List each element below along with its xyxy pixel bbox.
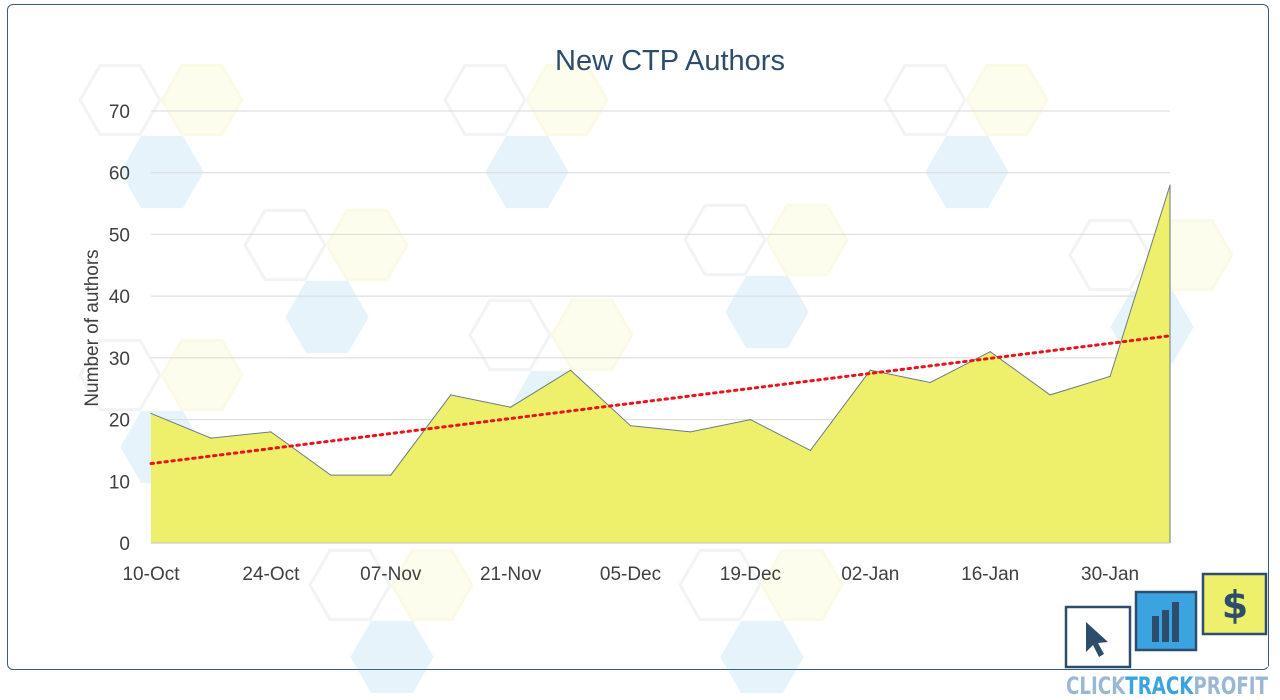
data-point [1049, 394, 1051, 396]
y-tick-label: 10 [109, 472, 130, 493]
brand-logo: $ CLICKTRACKPROFIT [1058, 572, 1268, 700]
brand-name-track: TRACK [1125, 672, 1194, 700]
y-tick-label: 0 [119, 534, 130, 555]
y-tick-label: 30 [109, 349, 130, 370]
data-point [270, 431, 272, 433]
chart-title: New CTP Authors [555, 45, 785, 77]
y-tick-label: 60 [109, 164, 130, 185]
x-tick-label: 30-Jan [1081, 564, 1139, 585]
data-point [390, 474, 392, 476]
data-point [629, 425, 632, 427]
data-point [689, 431, 692, 433]
x-tick-label: 05-Dec [600, 564, 661, 585]
trendline [149, 334, 1172, 466]
data-point [450, 394, 452, 396]
y-tick-label: 40 [109, 287, 130, 308]
x-tick-label: 24-Oct [242, 564, 300, 585]
x-tick-label: 02-Jan [841, 564, 899, 585]
data-point [330, 474, 332, 476]
y-tick-label: 70 [109, 102, 130, 123]
data-point [989, 351, 991, 353]
data-point [749, 419, 752, 421]
y-tick-label: 20 [109, 411, 130, 432]
x-axis-ticks: 10-Oct 24-Oct 07-Nov 21-Nov 05-Dec 19-Dec 02-J… [122, 564, 1139, 585]
data-point [210, 437, 212, 439]
data-point [150, 412, 152, 414]
y-axis-ticks: 0 10 20 30 40 50 60 70 [109, 102, 130, 555]
data-point [929, 381, 931, 384]
data-point [809, 449, 812, 451]
background-watermark-pattern [78, 63, 1234, 694]
y-axis-label: Number of authors [82, 249, 103, 406]
data-point [869, 369, 871, 371]
brand-name: CLICKTRACKPROFIT [1066, 672, 1268, 700]
brand-name-profit: PROFIT [1193, 672, 1268, 700]
data-point [570, 369, 572, 371]
data-point [1169, 184, 1171, 186]
x-tick-label: 10-Oct [122, 564, 180, 585]
x-tick-label: 16-Jan [961, 564, 1019, 585]
brand-name-click: CLICK [1066, 672, 1126, 700]
y-tick-label: 50 [109, 225, 130, 246]
dollar-icon: $ [1222, 583, 1248, 627]
chart-frame [7, 4, 1269, 670]
data-point [1109, 375, 1111, 377]
area-series [150, 184, 1171, 544]
x-tick-label: 19-Dec [720, 564, 781, 585]
area-fill [151, 185, 1170, 543]
x-tick-label: 07-Nov [360, 564, 422, 585]
trendline-line [149, 334, 1172, 466]
x-tick-label: 21-Nov [480, 564, 542, 585]
data-point [510, 406, 512, 408]
